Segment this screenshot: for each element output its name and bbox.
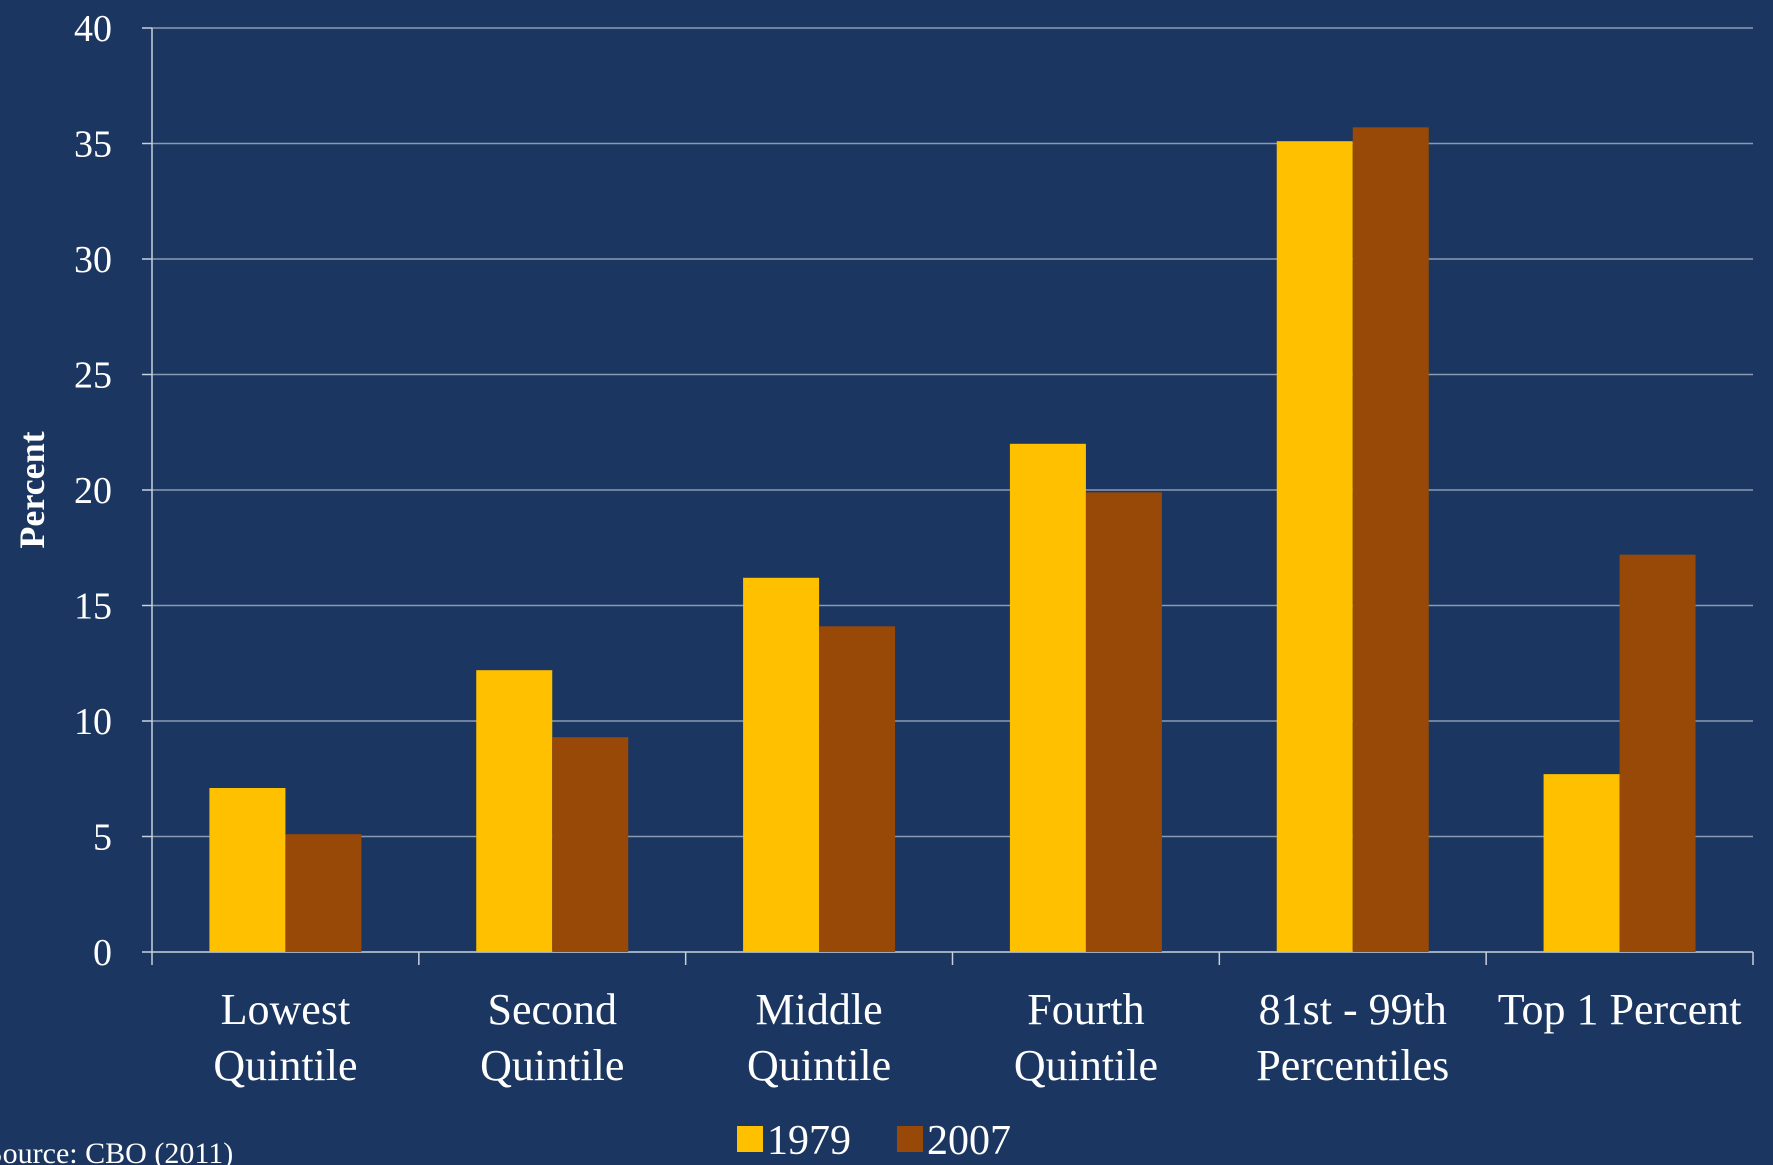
x-category-label: Quintile — [747, 1041, 891, 1090]
x-category-label: Middle — [756, 985, 883, 1034]
y-tick-label: 20 — [74, 470, 112, 512]
gridlines — [152, 27, 1753, 838]
y-tick-label: 15 — [74, 586, 112, 628]
x-category-label: Quintile — [480, 1041, 624, 1090]
legend: 1979 2007 — [737, 1118, 1011, 1164]
x-category-label: Percentiles — [1256, 1041, 1449, 1090]
y-tick-label: 25 — [74, 355, 112, 397]
x-category-label: Quintile — [213, 1041, 357, 1090]
x-category-label: Top 1 Percent — [1498, 985, 1742, 1034]
bar-1979 — [476, 670, 553, 952]
y-tick-label: 40 — [74, 8, 112, 50]
legend-swatch — [897, 1126, 923, 1152]
bar-1979 — [209, 787, 286, 952]
axes — [142, 27, 1754, 965]
bars — [209, 127, 1696, 952]
bar-1979 — [743, 577, 820, 952]
y-axis-label: Percent — [12, 431, 52, 548]
bar-1979 — [1009, 443, 1086, 952]
bar-2007 — [819, 626, 896, 952]
bar-1979 — [1543, 774, 1620, 952]
x-category-label: 81st - 99th — [1259, 985, 1447, 1034]
legend-label: 2007 — [927, 1118, 1011, 1164]
bar-1979 — [1276, 141, 1353, 952]
legend-label: 1979 — [767, 1118, 851, 1164]
source-note: Source: CBO (2011) — [0, 1137, 233, 1165]
bar-2007 — [1352, 127, 1429, 952]
legend-swatch — [737, 1126, 763, 1152]
x-category-label: Fourth — [1027, 985, 1144, 1034]
x-category-label: Second — [487, 985, 617, 1034]
x-category-labels: Lowest Quintile Second Quintile Middle Quinti… — [213, 985, 1741, 1090]
bar-2007 — [1085, 492, 1162, 952]
bar-2007 — [552, 737, 629, 952]
bar-2007 — [285, 834, 362, 952]
legend-item: 2007 — [897, 1118, 1011, 1164]
y-tick-label: 0 — [93, 932, 112, 974]
x-category-label: Lowest — [221, 985, 351, 1034]
y-tick-label: 5 — [93, 817, 112, 859]
y-tick-label: 35 — [74, 124, 112, 166]
y-tick-label: 30 — [74, 239, 112, 281]
legend-item: 1979 — [737, 1118, 851, 1164]
y-tick-label: 10 — [74, 701, 112, 743]
x-category-label: Quintile — [1014, 1041, 1158, 1090]
y-tick-labels: 0 5 10 15 20 25 30 35 40 — [74, 8, 112, 974]
bar-2007 — [1619, 554, 1696, 952]
